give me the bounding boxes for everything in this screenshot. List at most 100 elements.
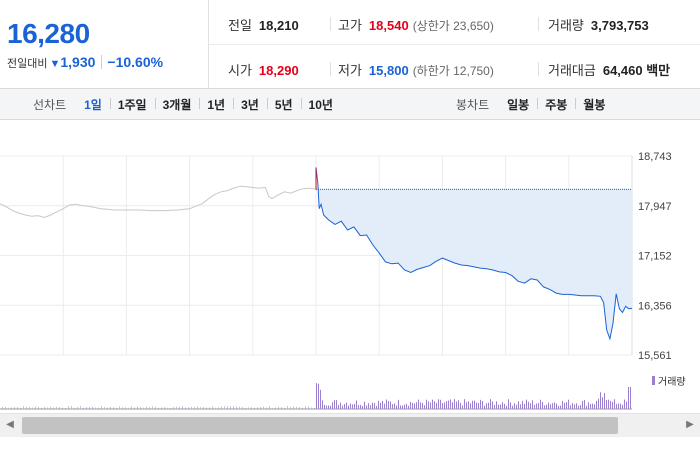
volume-bar xyxy=(346,402,347,409)
volume-bar xyxy=(492,401,493,409)
volume-bar xyxy=(542,402,543,409)
volume-bar xyxy=(125,407,126,409)
stat-sub: (하한가 12,750) xyxy=(412,64,494,78)
volume-bar xyxy=(32,407,33,409)
volume-bar xyxy=(239,406,240,409)
volume-bar xyxy=(146,406,147,409)
volume-bar xyxy=(128,407,129,409)
volume-bar xyxy=(322,400,323,409)
change-divider xyxy=(101,55,103,69)
volume-bar xyxy=(254,407,255,409)
volume-bar xyxy=(582,400,583,409)
volume-bar xyxy=(620,403,621,409)
y-tick-label: 18,743 xyxy=(638,151,672,163)
volume-legend-label: 거래량 xyxy=(658,377,686,388)
volume-bar xyxy=(212,406,213,409)
volume-bar xyxy=(472,400,473,409)
volume-bar xyxy=(20,407,21,409)
tab-3month[interactable]: 3개월 xyxy=(154,96,200,113)
scroll-thumb[interactable] xyxy=(22,417,618,434)
volume-bar xyxy=(428,401,429,409)
volume-bar xyxy=(412,402,413,409)
volume-bar xyxy=(534,404,535,409)
volume-bar xyxy=(536,403,537,409)
volume-bar xyxy=(406,403,407,409)
tab-monthly-candle[interactable]: 월봉 xyxy=(575,96,613,113)
volume-bar xyxy=(257,407,258,409)
volume-bar xyxy=(152,406,153,409)
tab-10year[interactable]: 10년 xyxy=(300,96,341,113)
y-tick-label: 15,561 xyxy=(638,350,672,362)
tab-weekly-candle[interactable]: 주봉 xyxy=(537,96,575,113)
tab-1week[interactable]: 1주일 xyxy=(109,96,155,113)
volume-bar xyxy=(402,405,403,409)
volume-bar xyxy=(552,403,553,409)
chart-scrollbar[interactable]: ◀ ▶ xyxy=(0,413,700,437)
volume-bar xyxy=(8,407,9,409)
volume-bar xyxy=(107,407,108,409)
volume-bar xyxy=(263,406,264,409)
volume-bar xyxy=(233,406,234,409)
tab-1year[interactable]: 1년 xyxy=(199,96,233,113)
stat-value: 18,540 xyxy=(368,18,409,33)
volume-bar xyxy=(396,405,397,409)
y-axis-ticks: 18,743 17,947 17,152 16,356 15,561 xyxy=(638,151,672,362)
volume-bar xyxy=(588,402,589,409)
volume-bar xyxy=(560,405,561,409)
volume-bar xyxy=(420,402,421,409)
volume-bar xyxy=(59,407,60,409)
volume-bar xyxy=(466,402,467,409)
stat-value: 3,793,753 xyxy=(590,18,649,33)
tab-3year[interactable]: 3년 xyxy=(233,96,267,113)
stat-label: 거래량 xyxy=(548,18,584,33)
stat-divider xyxy=(538,17,539,31)
volume-bar xyxy=(340,402,341,409)
volume-bar xyxy=(540,399,541,409)
volume-bar xyxy=(330,405,331,409)
stat-prev-close: 전일 18,210 xyxy=(228,15,299,34)
volume-bar xyxy=(65,407,66,409)
volume-bar xyxy=(606,400,607,409)
volume-bar xyxy=(454,399,455,409)
volume-bar xyxy=(86,407,87,409)
volume-bar xyxy=(390,401,391,409)
volume-bar xyxy=(500,404,501,409)
volume-bar xyxy=(600,392,601,409)
tab-5year[interactable]: 5년 xyxy=(266,96,301,113)
volume-bar xyxy=(5,406,6,409)
volume-bar xyxy=(440,399,441,409)
volume-bar xyxy=(342,405,343,409)
stat-value: 15,800 xyxy=(368,63,409,78)
volume-bar xyxy=(450,399,451,409)
volume-bar xyxy=(378,400,379,409)
tab-1day[interactable]: 1일 xyxy=(84,97,102,112)
volume-bar xyxy=(350,403,351,409)
volume-bar xyxy=(392,404,393,409)
volume-swatch xyxy=(652,376,655,385)
volume-bar xyxy=(522,400,523,409)
scroll-right-icon[interactable]: ▶ xyxy=(686,419,694,430)
volume-bar xyxy=(53,407,54,409)
volume-bar xyxy=(486,403,487,409)
scroll-left-icon[interactable]: ◀ xyxy=(6,419,14,430)
volume-bar xyxy=(520,404,521,409)
volume-bar xyxy=(598,398,599,409)
tab-daily-candle[interactable]: 일봉 xyxy=(507,97,530,112)
volume-bar xyxy=(504,403,505,409)
stat-divider xyxy=(330,17,331,31)
current-price: 16,280 xyxy=(7,18,90,49)
volume-bar xyxy=(62,407,63,409)
volume-bar xyxy=(426,399,427,409)
volume-bar xyxy=(296,406,297,409)
volume-bar xyxy=(512,405,513,409)
volume-bar xyxy=(167,407,168,409)
y-tick-label: 17,152 xyxy=(638,251,672,263)
volume-bar xyxy=(230,406,231,409)
volume-bar xyxy=(248,407,249,409)
volume-bar xyxy=(245,407,246,409)
volume-bar xyxy=(260,406,261,409)
volume-bar xyxy=(564,402,565,409)
volume-bar xyxy=(137,406,138,409)
change-rate: −10.60% xyxy=(107,54,164,70)
stat-low: 저가 15,800 (하한가 12,750) xyxy=(338,60,494,79)
